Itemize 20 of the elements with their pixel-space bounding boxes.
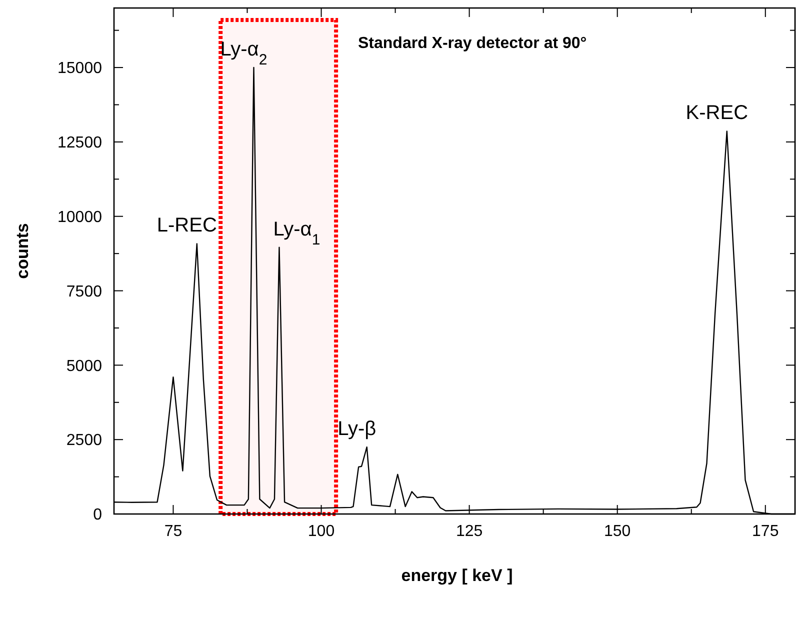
y-tick-label: 2500 <box>66 432 102 450</box>
annotation: Ly-α$_{2}$ <box>220 38 268 68</box>
x-tick-label: 100 <box>308 523 335 540</box>
annotation: L-REC <box>156 214 217 237</box>
annotation: Ly-β <box>338 418 376 440</box>
x-tick-label: 175 <box>752 523 779 540</box>
y-tick-label: 0 <box>93 506 102 524</box>
text: Standard X-ray detector at 90° <box>358 35 587 52</box>
annotation: K-REC <box>686 102 748 124</box>
y-tick-label: 10000 <box>58 208 102 226</box>
x-tick-label: 125 <box>456 523 483 540</box>
y-tick-label: 12500 <box>58 134 102 152</box>
y-tick-label: 7500 <box>66 283 102 300</box>
x-axis-title: energy [ keV ] <box>401 566 513 585</box>
annotation: Ly-α$_{1}$ <box>273 218 320 248</box>
x-tick-label: 150 <box>604 523 631 540</box>
y-tick-label: 15000 <box>58 60 102 78</box>
y-tick-label: 5000 <box>66 358 102 375</box>
x-tick-label: 75 <box>164 523 182 540</box>
y-axis-title: counts <box>13 223 32 279</box>
